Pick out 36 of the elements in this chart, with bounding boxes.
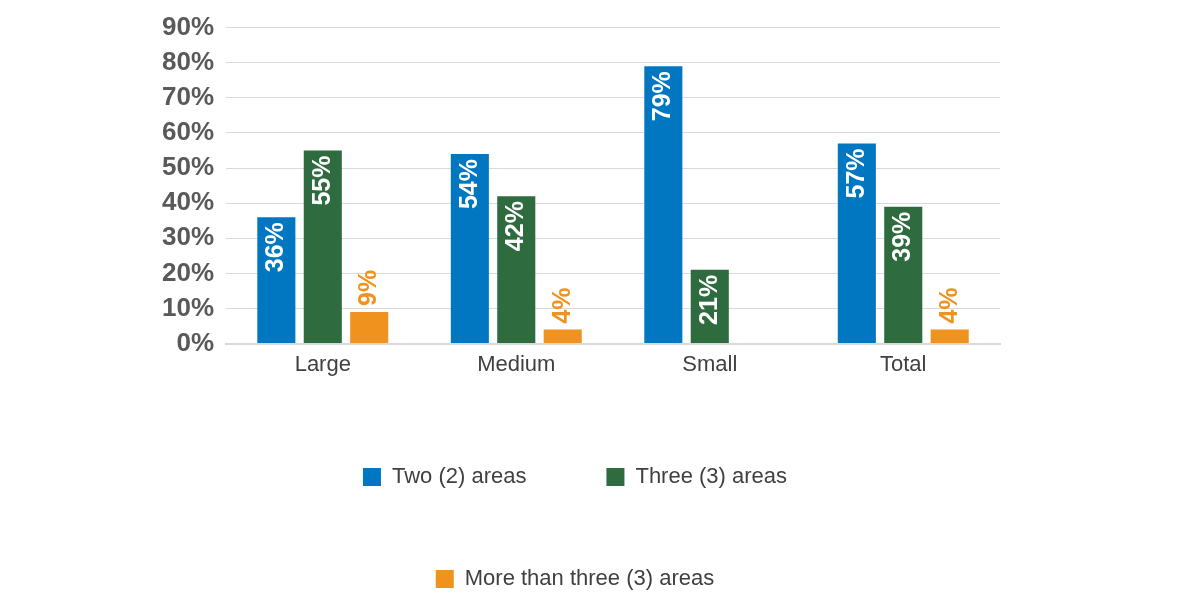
- data-label: 36%: [260, 222, 289, 273]
- y-tick-label: 70%: [161, 80, 215, 111]
- data-label: 57%: [840, 148, 869, 199]
- x-tick-label: Large: [294, 350, 351, 376]
- bar: [497, 196, 536, 344]
- legend-label: Three (3) areas: [635, 463, 788, 489]
- x-tick-label: Total: [880, 350, 927, 376]
- y-tick-label: 40%: [161, 186, 215, 217]
- legend-label: More than three (3) areas: [464, 565, 715, 591]
- y-tick-label: 60%: [161, 116, 215, 147]
- bar: [350, 312, 389, 344]
- data-label: 55%: [306, 155, 335, 206]
- y-tick-label: 30%: [161, 221, 215, 252]
- y-tick-label: 0%: [176, 326, 215, 357]
- bar: [930, 329, 969, 344]
- y-tick-label: 50%: [161, 151, 215, 182]
- data-label: 79%: [647, 71, 676, 122]
- data-label: 9%: [353, 269, 382, 306]
- y-tick-label: 80%: [161, 45, 215, 76]
- bar: [644, 66, 683, 344]
- y-tick-label: 90%: [161, 10, 215, 41]
- y-tick-label: 10%: [161, 291, 215, 322]
- data-label: 21%: [693, 274, 722, 325]
- data-label: 42%: [500, 201, 529, 252]
- bar: [450, 154, 489, 344]
- data-label: 4%: [546, 287, 575, 324]
- bar: [837, 143, 876, 344]
- data-label: 54%: [453, 159, 482, 210]
- x-tick-label: Small: [682, 350, 738, 376]
- x-tick-label: Medium: [477, 350, 556, 376]
- data-label: 39%: [887, 211, 916, 262]
- bar: [303, 150, 342, 344]
- y-tick-label: 20%: [161, 256, 215, 287]
- data-label: 4%: [933, 287, 962, 324]
- legend-label: Two (2) areas: [391, 463, 527, 489]
- bar: [543, 329, 582, 344]
